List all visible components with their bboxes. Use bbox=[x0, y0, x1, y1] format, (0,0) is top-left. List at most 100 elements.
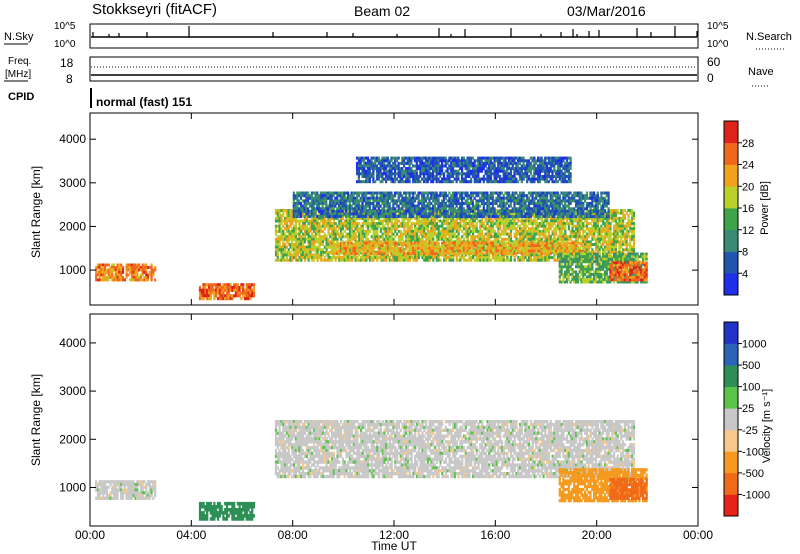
heatmap-cell bbox=[327, 216, 330, 220]
heatmap-cell bbox=[549, 219, 552, 223]
heatmap-cell bbox=[614, 243, 617, 246]
heatmap-cell bbox=[573, 216, 576, 220]
heatmap-cell bbox=[435, 209, 438, 213]
heatmap-cell bbox=[361, 224, 364, 228]
heatmap-cell bbox=[622, 235, 625, 239]
heatmap-cell bbox=[379, 258, 382, 262]
heatmap-cell bbox=[401, 196, 404, 200]
heatmap-cell bbox=[403, 249, 406, 253]
heatmap-cell bbox=[396, 256, 399, 260]
heatmap-cell bbox=[587, 216, 590, 220]
heatmap-cell bbox=[388, 191, 391, 195]
heatmap-cell bbox=[285, 224, 288, 228]
heatmap-cell bbox=[414, 258, 417, 262]
heatmap-cell bbox=[558, 227, 561, 231]
heatmap-cell bbox=[424, 241, 427, 245]
heatmap-cell bbox=[352, 224, 355, 228]
heatmap-cell bbox=[341, 209, 344, 213]
heatmap-cell bbox=[102, 276, 105, 279]
heatmap-cell bbox=[331, 229, 334, 233]
heatmap-cell bbox=[542, 224, 545, 228]
heatmap-cell bbox=[519, 235, 522, 239]
heatmap-cell bbox=[410, 252, 413, 256]
heatmap-cell bbox=[345, 191, 348, 195]
heatmap-cell bbox=[233, 288, 236, 292]
heatmap-cell bbox=[450, 204, 453, 208]
heatmap-cell bbox=[336, 212, 339, 216]
heatmap-cell bbox=[524, 224, 527, 228]
heatmap-cell bbox=[567, 222, 570, 226]
heatmap-cell bbox=[352, 215, 355, 219]
heatmap-cell bbox=[513, 211, 516, 215]
heatmap-cell bbox=[605, 224, 608, 228]
heatmap-cell bbox=[405, 232, 408, 236]
heatmap-cell bbox=[291, 232, 294, 236]
heatmap-cell bbox=[553, 227, 556, 231]
heatmap-cell bbox=[459, 227, 462, 231]
heatmap-cell bbox=[450, 194, 453, 198]
heatmap-cell bbox=[417, 247, 420, 250]
heatmap-cell bbox=[444, 209, 447, 213]
heatmap-cell bbox=[524, 216, 527, 220]
heatmap-cell bbox=[522, 256, 525, 260]
heatmap-cell bbox=[620, 240, 623, 244]
heatmap-cell bbox=[374, 199, 377, 203]
heatmap-cell bbox=[455, 196, 458, 200]
heatmap-cell bbox=[430, 256, 433, 260]
heatmap-cell bbox=[622, 214, 625, 218]
heatmap-cell bbox=[385, 241, 388, 245]
heatmap-cell bbox=[560, 219, 563, 223]
heatmap-cell bbox=[366, 252, 370, 256]
heatmap-cell bbox=[385, 237, 388, 241]
heatmap-cell bbox=[538, 244, 541, 248]
heatmap-cell bbox=[340, 237, 343, 241]
heatmap-cell bbox=[598, 232, 601, 236]
heatmap-cell bbox=[459, 224, 462, 228]
heatmap-cell bbox=[303, 199, 306, 203]
heatmap-cell bbox=[327, 212, 330, 216]
heatmap-cell bbox=[225, 294, 229, 298]
heatmap-cell bbox=[591, 219, 594, 223]
heatmap-cell bbox=[412, 191, 415, 195]
heatmap-cell bbox=[349, 216, 352, 220]
heatmap-cell bbox=[352, 194, 355, 198]
heatmap-cell bbox=[141, 266, 144, 269]
heatmap-cell bbox=[564, 249, 567, 253]
heatmap-cell bbox=[390, 222, 393, 226]
heatmap-cell bbox=[538, 222, 542, 226]
heatmap-cell bbox=[434, 229, 437, 233]
heatmap-cell bbox=[533, 258, 536, 262]
heatmap-cell bbox=[341, 232, 344, 236]
heatmap-cell bbox=[299, 194, 303, 198]
heatmap-cell bbox=[515, 222, 518, 226]
heatmap-cell bbox=[278, 214, 281, 218]
heatmap-cell bbox=[352, 199, 355, 203]
heatmap-cell bbox=[519, 258, 522, 262]
heatmap-cell bbox=[544, 224, 547, 228]
heatmap-cell bbox=[282, 240, 285, 244]
heatmap-cell bbox=[238, 285, 241, 290]
heatmap-cell bbox=[627, 214, 630, 218]
heatmap-cell bbox=[224, 283, 227, 287]
heatmap-cell bbox=[408, 207, 411, 211]
heatmap-cell bbox=[564, 232, 567, 236]
heatmap-cell bbox=[423, 229, 426, 233]
heatmap-cell bbox=[417, 244, 420, 248]
heatmap-cell bbox=[284, 219, 287, 223]
heatmap-cell bbox=[453, 211, 457, 215]
heatmap-cell bbox=[365, 204, 368, 208]
heatmap-cell bbox=[406, 191, 409, 195]
heatmap-cell bbox=[437, 244, 440, 248]
heatmap-cell bbox=[334, 235, 337, 239]
heatmap-cell bbox=[314, 253, 317, 257]
heatmap-cell bbox=[403, 224, 406, 228]
heatmap-cell bbox=[551, 229, 554, 233]
heatmap-cell bbox=[352, 222, 355, 226]
heatmap-cell bbox=[475, 235, 478, 239]
heatmap-cell bbox=[349, 222, 352, 226]
heatmap-cell bbox=[390, 207, 393, 211]
heatmap-cell bbox=[150, 273, 153, 277]
heatmap-cell bbox=[490, 216, 493, 220]
heatmap-cell bbox=[336, 229, 339, 233]
heatmap-cell bbox=[472, 214, 475, 218]
